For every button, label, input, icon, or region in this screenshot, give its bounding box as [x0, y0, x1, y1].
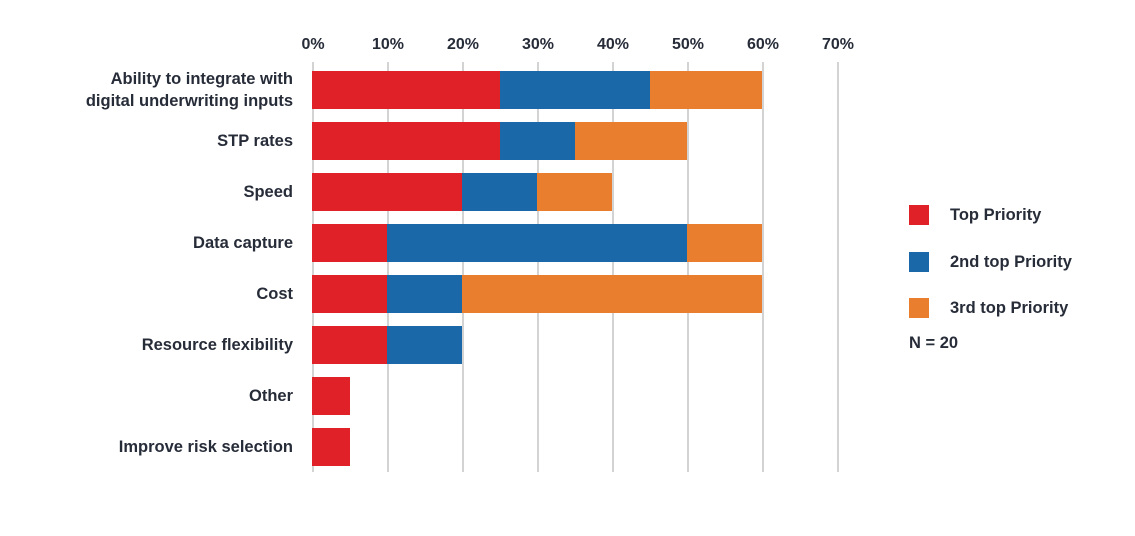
category-label-line: Other — [248, 387, 293, 405]
gridline — [687, 62, 689, 472]
gridline — [387, 62, 389, 472]
legend-swatch — [909, 298, 929, 318]
category-label-line: Ability to integrate with — [110, 70, 293, 88]
bar-segment — [687, 224, 762, 262]
category-label-line: Cost — [256, 285, 293, 303]
legend-label: Top Priority — [950, 205, 1042, 224]
bar-row — [312, 173, 612, 211]
bar-row — [312, 377, 350, 415]
bar-row — [312, 326, 462, 364]
bar-segment — [537, 173, 612, 211]
legend-item: 2nd top Priority — [909, 252, 1072, 272]
x-axis-tick-label: 30% — [521, 36, 555, 53]
bar-segment — [387, 326, 462, 364]
legend-item: Top Priority — [909, 205, 1041, 225]
category-label: Data capture — [50, 224, 293, 262]
bar-segment — [312, 122, 500, 160]
category-label-line: Improve risk selection — [118, 438, 293, 456]
category-label: STP rates — [50, 122, 293, 160]
legend-swatch — [909, 252, 929, 272]
legend-label: 3rd top Priority — [950, 298, 1069, 317]
bar-segment — [312, 428, 350, 466]
bar-segment — [499, 71, 650, 109]
bar-segment — [499, 122, 575, 160]
category-label: Speed — [50, 173, 293, 211]
category-label: Ability to integrate with digital underwr… — [50, 70, 293, 110]
category-label: Other — [50, 377, 293, 415]
bar-segment — [387, 275, 462, 313]
x-axis-tick-label: 0% — [301, 36, 325, 53]
bar-segment — [462, 275, 762, 313]
x-axis-tick-label: 50% — [671, 36, 705, 53]
gridline — [312, 62, 314, 472]
x-axis-tick-label: 10% — [371, 36, 405, 53]
category-label-line: Resource flexibility — [141, 336, 293, 354]
bar-segment — [312, 224, 387, 262]
bar-segment — [462, 173, 537, 211]
bar-row — [312, 428, 350, 466]
bar-segment — [312, 275, 387, 313]
gridline — [537, 62, 539, 472]
bar-segment — [312, 71, 500, 109]
x-axis-tick-label: 40% — [596, 36, 630, 53]
x-axis-tick-label: 70% — [821, 36, 855, 53]
bar-row — [312, 71, 762, 109]
category-label: Improve risk selection — [50, 428, 293, 466]
bar-segment — [387, 224, 687, 262]
bar-row — [312, 224, 762, 262]
category-label-line: STP rates — [217, 132, 293, 150]
x-axis-tick-label: 20% — [446, 36, 480, 53]
gridline — [762, 62, 764, 472]
legend-swatch — [909, 205, 929, 225]
gridline — [612, 62, 614, 472]
gridline — [837, 62, 839, 472]
legend-label: 2nd top Priority — [950, 252, 1072, 271]
category-label-line: Data capture — [193, 234, 293, 252]
bar-row — [312, 275, 762, 313]
category-label: Resource flexibility — [50, 326, 293, 364]
bar-segment — [649, 71, 762, 109]
bar-segment — [312, 377, 350, 415]
x-axis-tick-label: 60% — [746, 36, 780, 53]
category-label-line: digital underwriting inputs — [85, 92, 293, 110]
bar-segment — [312, 326, 387, 364]
bar-segment — [312, 173, 462, 211]
sample-size-label: N = 20 — [909, 334, 959, 352]
category-label: Cost — [50, 275, 293, 313]
category-label-line: Speed — [243, 183, 293, 201]
legend-item: 3rd top Priority — [909, 298, 1068, 318]
gridline — [462, 62, 464, 472]
bar-segment — [574, 122, 687, 160]
bar-row — [312, 122, 687, 160]
